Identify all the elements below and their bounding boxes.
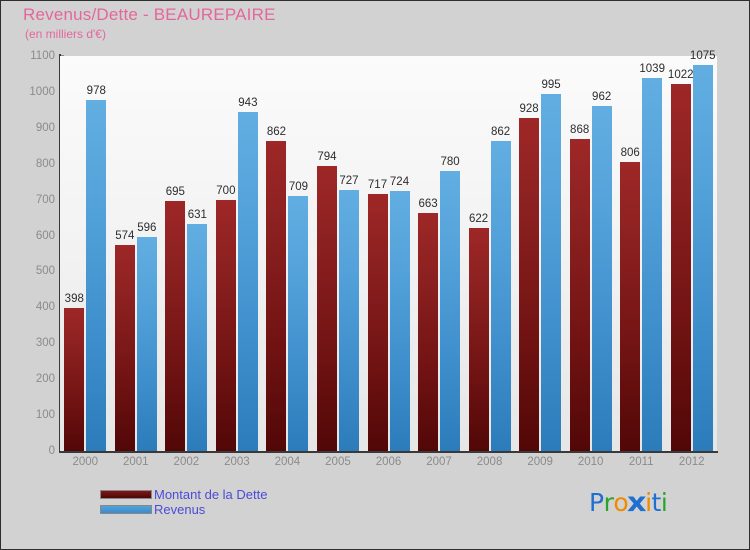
bar-dette-2004[interactable] [266, 141, 287, 451]
legend-item-dette[interactable]: Montant de la Dette [100, 487, 267, 502]
bar-revenus-2001[interactable] [136, 236, 157, 451]
y-axis-tick-label: 1000 [29, 85, 55, 98]
bar-dette-2007[interactable] [418, 212, 439, 451]
plot-area: 398 978 574 596 695 631 700 943 862 709 794 727 717 7… [60, 50, 717, 451]
y-axis-tick-mark [59, 450, 64, 452]
bar-dette-2005[interactable] [316, 165, 337, 451]
bar-dette-2003[interactable] [215, 199, 236, 451]
bar-value-label: 398 [64, 293, 84, 306]
y-axis-tick-label: 900 [35, 121, 55, 134]
legend: Montant de la Dette Revenus [100, 487, 267, 517]
bar-value-label: 717 [367, 178, 388, 191]
y-axis-tick-label: 300 [35, 337, 55, 350]
logo-letter-i2: i [660, 488, 668, 517]
logo-letter-p: P [589, 488, 604, 517]
bar-value-label: 700 [216, 184, 236, 197]
bar-dette-2012[interactable] [670, 84, 691, 451]
y-axis-tick-label: 700 [35, 193, 55, 206]
x-axis-tick-label: 2001 [123, 456, 149, 468]
x-axis-tick-label: 2008 [476, 456, 503, 468]
bar-value-label: 1039 [639, 62, 665, 75]
x-axis-tick-label: 2010 [577, 456, 604, 468]
logo-letter-o: o [613, 488, 629, 517]
legend-label-dette: Montant de la Dette [154, 487, 268, 502]
bar-value-label: 943 [238, 97, 258, 110]
y-axis-tick-label: 600 [35, 229, 55, 242]
x-axis-tick-label: 2009 [527, 456, 553, 468]
bar-value-label: 574 [115, 229, 135, 242]
bar-value-label: 978 [86, 84, 106, 97]
bar-value-label: 709 [288, 181, 309, 194]
bar-dette-2009[interactable] [519, 117, 540, 451]
y-axis-tick-label: 500 [35, 265, 55, 278]
bar-value-label: 663 [418, 197, 438, 210]
bar-value-label: 631 [187, 209, 207, 222]
bar-dette-2010[interactable] [569, 139, 590, 451]
bar-value-label: 962 [592, 90, 612, 103]
bar-dette-2008[interactable] [468, 227, 489, 451]
bar-value-label: 780 [440, 155, 460, 168]
y-axis-tick-label: 200 [35, 373, 55, 386]
bar-value-label: 794 [317, 150, 337, 163]
y-axis-tick-label: 1100 [30, 50, 55, 62]
x-axis-tick-label: 2006 [375, 456, 402, 468]
bar-revenus-2011[interactable] [642, 77, 663, 451]
chart-subtitle: (en milliers d'€) [25, 27, 106, 41]
x-axis-tick-label: 2003 [224, 456, 250, 468]
bar-value-label: 1075 [689, 49, 716, 62]
logo-letter-t: t [651, 488, 662, 517]
bar-value-label: 928 [519, 102, 539, 115]
x-axis-tick-label: 2002 [173, 456, 200, 468]
bar-value-label: 727 [339, 174, 359, 187]
x-axis-tick-label: 2000 [72, 456, 99, 468]
bar-value-label: 622 [468, 212, 489, 225]
x-axis-tick-label: 2004 [274, 456, 301, 468]
bar-dette-2002[interactable] [165, 201, 186, 451]
logo-letter-r: r [603, 488, 614, 517]
proxiti-logo[interactable]: Proxiti [589, 487, 668, 518]
bar-value-label: 806 [620, 146, 640, 159]
x-axis-tick-label: 2007 [426, 456, 452, 468]
bar-revenus-2012[interactable] [692, 64, 713, 451]
x-axis-tick-label: 2012 [678, 456, 705, 468]
logo-letter-x: x [627, 487, 647, 518]
page-title: Revenus/Dette - BEAUREPAIRE [23, 5, 276, 24]
bar-dette-2001[interactable] [114, 244, 135, 451]
bar-dette-2011[interactable] [620, 161, 641, 451]
y-axis-tick-label: 400 [35, 301, 55, 314]
x-axis-line [59, 451, 718, 453]
bar-revenus-2004[interactable] [288, 196, 309, 451]
x-axis-tick-label: 2005 [325, 456, 351, 468]
legend-swatch-dette-icon [100, 490, 152, 499]
legend-label-revenus: Revenus [154, 502, 206, 517]
y-axis-tick-label: 0 [48, 445, 55, 457]
bar-revenus-2002[interactable] [187, 224, 208, 451]
bar-value-label: 1022 [667, 69, 694, 81]
y-axis-tick-label: 800 [35, 157, 55, 170]
bar-value-label: 695 [165, 186, 185, 199]
bar-revenus-2007[interactable] [440, 170, 461, 451]
bar-revenus-2010[interactable] [591, 105, 612, 451]
bar-value-label: 995 [541, 78, 561, 91]
legend-item-revenus[interactable]: Revenus [100, 502, 267, 517]
bar-revenus-2008[interactable] [490, 141, 511, 451]
y-axis-tick-label: 100 [35, 409, 55, 422]
x-axis-tick-label: 2011 [628, 456, 654, 468]
legend-swatch-revenus-icon [100, 505, 152, 514]
bar-revenus-2006[interactable] [389, 191, 410, 451]
bar-value-label: 724 [389, 176, 410, 189]
bar-value-label: 868 [570, 124, 590, 137]
bar-revenus-2005[interactable] [338, 189, 359, 451]
bar-revenus-2003[interactable] [237, 112, 258, 451]
bar-value-label: 862 [266, 126, 287, 139]
logo-letter-i1: i [645, 488, 652, 517]
bar-value-label: 596 [137, 221, 157, 234]
bar-value-label: 862 [490, 126, 511, 139]
bar-dette-2000[interactable] [64, 308, 85, 451]
bar-dette-2006[interactable] [367, 193, 388, 451]
bar-revenus-2000[interactable] [86, 99, 107, 451]
bar-revenus-2009[interactable] [541, 93, 562, 451]
